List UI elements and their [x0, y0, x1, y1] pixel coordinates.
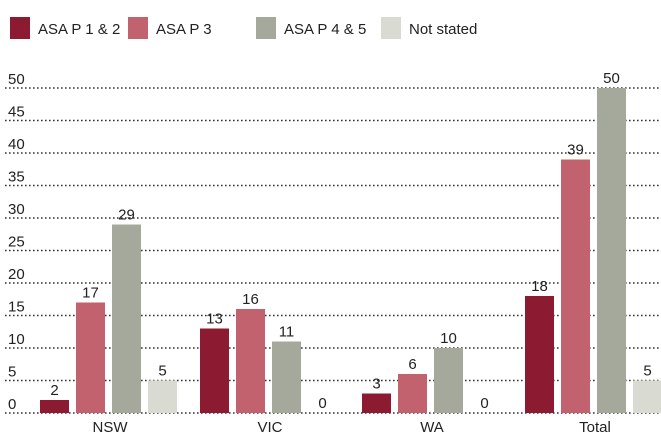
- bar: [633, 380, 661, 413]
- x-tick-label: VIC: [257, 419, 282, 436]
- data-label: 3: [372, 376, 380, 393]
- bar: [597, 88, 626, 413]
- bar: [200, 328, 229, 413]
- legend-label: ASA P 1 & 2: [38, 21, 120, 38]
- y-tick-label: 45: [8, 104, 25, 121]
- y-tick-label: 40: [8, 136, 25, 153]
- data-label: 2: [50, 382, 58, 399]
- legend-label: ASA P 4 & 5: [284, 21, 366, 38]
- legend-swatch: [128, 17, 148, 39]
- bar: [40, 400, 69, 413]
- legend-label: ASA P 3: [156, 21, 212, 38]
- bar: [148, 380, 177, 413]
- y-tick-label: 15: [8, 299, 25, 316]
- data-label: 13: [206, 311, 223, 328]
- data-label: 6: [408, 356, 416, 373]
- y-tick-label: 50: [8, 71, 25, 88]
- legend-swatch: [381, 17, 401, 39]
- data-label: 16: [242, 291, 259, 308]
- data-label: 29: [118, 207, 135, 224]
- legend-label: Not stated: [409, 21, 477, 38]
- data-label: 17: [82, 285, 99, 302]
- bar: [112, 224, 141, 413]
- bar: [434, 348, 463, 413]
- y-tick-label: 10: [8, 331, 25, 348]
- bar: [525, 296, 554, 413]
- x-tick-label: WA: [420, 419, 444, 436]
- y-tick-label: 35: [8, 169, 25, 186]
- y-tick-label: 30: [8, 201, 25, 218]
- data-label: 0: [480, 395, 488, 412]
- y-tick-label: 20: [8, 266, 25, 283]
- data-label: 10: [440, 330, 457, 347]
- x-tick-label: NSW: [93, 419, 129, 436]
- bar: [561, 159, 590, 413]
- bar: [362, 393, 391, 413]
- y-tick-label: 5: [8, 364, 16, 381]
- data-label: 5: [643, 363, 651, 380]
- legend-swatch: [10, 17, 30, 39]
- data-label: 50: [603, 70, 620, 87]
- y-tick-label: 0: [8, 396, 16, 413]
- data-label: 5: [158, 363, 166, 380]
- data-label: 11: [279, 324, 295, 341]
- y-tick-label: 25: [8, 234, 25, 251]
- legend-swatch: [256, 17, 276, 39]
- data-label: 18: [531, 278, 548, 295]
- bar: [398, 374, 427, 413]
- bar: [76, 302, 105, 413]
- bar: [272, 341, 301, 413]
- bar: [236, 309, 265, 413]
- x-tick-label: Total: [579, 419, 611, 436]
- data-label: 0: [318, 395, 326, 412]
- data-label: 39: [567, 142, 584, 159]
